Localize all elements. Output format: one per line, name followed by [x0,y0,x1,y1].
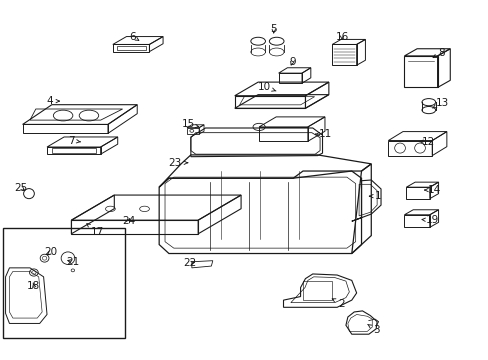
Text: 22: 22 [183,258,196,268]
Text: 18: 18 [27,281,41,291]
Text: 19: 19 [421,215,438,225]
Text: 15: 15 [182,120,198,129]
Text: 7: 7 [68,136,80,145]
Text: 23: 23 [168,158,187,168]
Text: 12: 12 [419,137,434,147]
Text: 11: 11 [315,129,331,139]
Text: 4: 4 [46,96,59,106]
Text: 16: 16 [335,32,348,41]
Text: 14: 14 [424,185,440,195]
Text: 20: 20 [44,247,57,257]
Text: 3: 3 [367,324,379,335]
Text: 10: 10 [257,82,275,92]
Text: 24: 24 [122,216,135,226]
Text: 5: 5 [270,24,277,35]
Text: 25: 25 [15,183,28,193]
Text: 13: 13 [432,98,447,108]
Text: 1: 1 [369,191,381,201]
Text: 2: 2 [331,299,345,309]
Text: 9: 9 [288,57,295,67]
Text: 8: 8 [432,48,445,58]
Text: 17: 17 [87,224,103,237]
Bar [3,228,125,338]
Text: 6: 6 [129,32,139,41]
Text: 21: 21 [66,257,80,267]
